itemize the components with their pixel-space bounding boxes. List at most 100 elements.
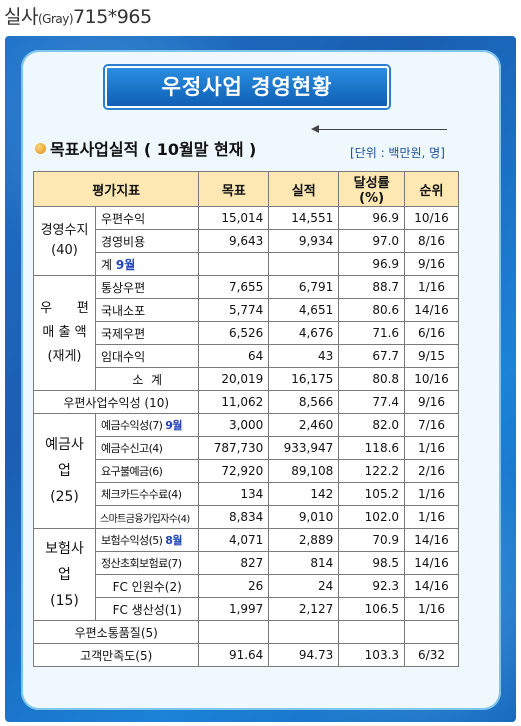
rate-value: 80.6 bbox=[338, 298, 406, 322]
table-row: 경영비용 9,643 9,934 97.0 8/16 bbox=[34, 229, 459, 253]
rank-value: 10/16 bbox=[404, 367, 459, 391]
group-label-management: 경영수지 (40) bbox=[33, 206, 96, 276]
rate-value: 92.3 bbox=[338, 574, 406, 598]
table-row: 보험사업 (15) 보험수익성(5) 8월 4,071 2,889 70.9 14… bbox=[33, 528, 459, 621]
rate-value: 80.8 bbox=[338, 367, 406, 391]
header-actual: 실적 bbox=[268, 171, 340, 207]
table-row: 경영수지 (40) 우편수익 15,014 14,551 96.9 10/16 bbox=[33, 206, 459, 276]
rank-value: 1/16 bbox=[404, 597, 459, 621]
target-value: 787,730 bbox=[198, 436, 270, 460]
actual-value: 2,127 bbox=[268, 597, 340, 621]
actual-value: 8,566 bbox=[268, 390, 340, 414]
target-value: 9,643 bbox=[198, 229, 270, 253]
group-line: 우 편 bbox=[40, 301, 89, 316]
rate-value: 96.9 bbox=[338, 252, 406, 276]
table-row: 계 9월 96.9 9/16 bbox=[34, 252, 459, 276]
month-note: 8월 bbox=[165, 534, 182, 547]
table-row: 요구불예금(6) 72,920 89,108 122.2 2/16 bbox=[34, 459, 459, 483]
actual-value bbox=[268, 252, 340, 276]
row-label: 우편수익 bbox=[94, 206, 200, 230]
section-title: 목표사업실적 ( 10월말 현재 ) bbox=[35, 136, 256, 160]
table-row: 국내소포 5,774 4,651 80.6 14/16 bbox=[34, 298, 459, 322]
actual-value: 142 bbox=[268, 482, 340, 506]
row-label: 예금수신고(4) bbox=[94, 436, 200, 460]
image-caption: 실사(Gray)715*965 bbox=[4, 2, 152, 29]
performance-table: 평가지표 목표 실적 달성률(%) 순위 경영수지 (40) 우편수익 15,01… bbox=[32, 171, 459, 667]
group-line: (15) bbox=[50, 592, 79, 609]
rank-value: 1/16 bbox=[404, 482, 459, 506]
rate-value: 106.5 bbox=[338, 597, 406, 621]
rank-value: 1/16 bbox=[404, 505, 459, 529]
row-label: 체크카드수수료(4) bbox=[94, 482, 200, 506]
target-value: 8,834 bbox=[198, 505, 270, 529]
target-value bbox=[198, 252, 270, 276]
row-label: 통상우편 bbox=[94, 275, 200, 299]
table-row: 소 계 20,019 16,175 80.8 10/16 bbox=[34, 367, 459, 391]
actual-value: 2,460 bbox=[268, 413, 340, 437]
row-label: FC 인원수(2) bbox=[94, 574, 200, 598]
row-label: 요구불예금(6) bbox=[94, 459, 200, 483]
caption-paren: (Gray) bbox=[37, 12, 74, 26]
rank-value: 6/16 bbox=[404, 321, 459, 345]
month-note: 9월 bbox=[165, 419, 182, 432]
rate-value: 105.2 bbox=[338, 482, 406, 506]
rate-value: 82.0 bbox=[338, 413, 406, 437]
group-line: 경영수지 bbox=[40, 223, 89, 238]
group-line: (25) bbox=[50, 489, 79, 505]
actual-value: 16,175 bbox=[268, 367, 340, 391]
table-row: 고객만족도(5) 91.64 94.73 103.3 6/32 bbox=[32, 643, 459, 667]
actual-value: 43 bbox=[268, 344, 340, 368]
row-label: 국제우편 bbox=[94, 321, 200, 345]
target-value: 4,071 bbox=[198, 528, 270, 552]
content-layer: 우정사업 경영현황 목표사업실적 ( 10월말 현재 ) [단위 : 백만원, … bbox=[5, 36, 516, 722]
table-row: 예금사업 (25) 예금수익성(7) 9월 3,000 2,460 82.0 7/… bbox=[33, 413, 459, 529]
row-label: 임대수익 bbox=[94, 344, 200, 368]
group-line: 매 출 액 bbox=[42, 325, 87, 340]
rank-value: 1/16 bbox=[404, 436, 459, 460]
target-value: 5,774 bbox=[198, 298, 270, 322]
caption-main-a: 실사 bbox=[4, 6, 38, 28]
target-value: 15,014 bbox=[198, 206, 270, 230]
rate-value: 98.5 bbox=[338, 551, 406, 575]
rank-value: 14/16 bbox=[404, 551, 459, 575]
row-label: FC 생산성(1) bbox=[94, 597, 200, 621]
rank-value: 6/32 bbox=[404, 643, 459, 667]
table-row: 스마트금융가입자수(4) 8,834 9,010 102.0 1/16 bbox=[34, 505, 459, 529]
table-row: 체크카드수수료(4) 134 142 105.2 1/16 bbox=[34, 482, 459, 506]
target-value: 91.64 bbox=[198, 643, 270, 667]
rank-value: 10/16 bbox=[404, 206, 459, 230]
table-row: FC 생산성(1) 1,997 2,127 106.5 1/16 bbox=[34, 597, 459, 621]
rate-value: 96.9 bbox=[338, 206, 406, 230]
rate-value: 97.0 bbox=[338, 229, 406, 253]
actual-value: 814 bbox=[268, 551, 340, 575]
group-line: 예금사업 bbox=[45, 437, 84, 479]
rank-value: 2/16 bbox=[404, 459, 459, 483]
actual-value: 24 bbox=[268, 574, 340, 598]
row-label: 소 계 bbox=[94, 367, 200, 391]
actual-value: 4,676 bbox=[268, 321, 340, 345]
rank-value: 14/16 bbox=[404, 528, 459, 552]
group-line: (40) bbox=[51, 243, 78, 258]
row-label: 스마트금융가입자수(4) bbox=[94, 505, 200, 529]
row-label: 우편사업수익성 (10) bbox=[32, 390, 200, 414]
rank-value: 14/16 bbox=[404, 298, 459, 322]
actual-value: 933,947 bbox=[268, 436, 340, 460]
rate-value: 103.3 bbox=[338, 643, 406, 667]
actual-value: 2,889 bbox=[268, 528, 340, 552]
group-label-deposit: 예금사업 (25) bbox=[33, 413, 96, 529]
actual-value: 94.73 bbox=[268, 643, 340, 667]
rank-value: 7/16 bbox=[404, 413, 459, 437]
actual-value: 6,791 bbox=[268, 275, 340, 299]
actual-value: 4,651 bbox=[268, 298, 340, 322]
arrow-line bbox=[317, 129, 447, 130]
actual-value: 89,108 bbox=[268, 459, 340, 483]
rate-value: 122.2 bbox=[338, 459, 406, 483]
rate-value: 88.7 bbox=[338, 275, 406, 299]
target-value bbox=[198, 620, 270, 644]
section-title-text: 목표사업실적 ( 10월말 현재 ) bbox=[50, 140, 257, 159]
row-label: 경영비용 bbox=[94, 229, 200, 253]
table-row: FC 인원수(2) 26 24 92.3 14/16 bbox=[34, 574, 459, 598]
header-rank: 순위 bbox=[404, 171, 459, 207]
row-label: 우편소통품질(5) bbox=[32, 620, 200, 644]
